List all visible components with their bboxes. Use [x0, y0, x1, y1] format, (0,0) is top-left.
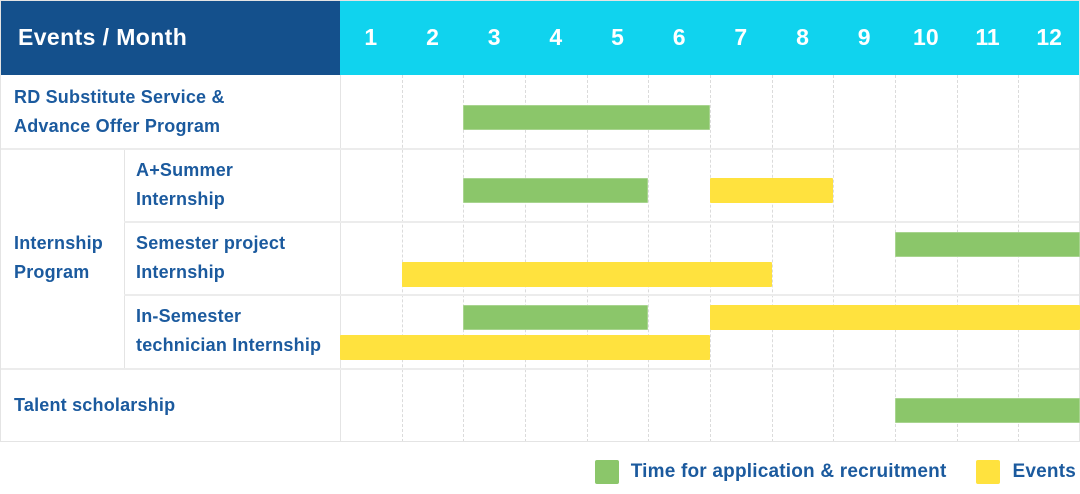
grid-vline-month-10 — [956, 75, 958, 442]
row-label-line: technician Internship — [136, 335, 322, 355]
group-label-line: Program — [14, 262, 90, 282]
legend-item-green: Time for application & recruitment — [594, 460, 947, 484]
month-header-12: 12 — [1036, 24, 1062, 50]
row-label-semester-project-internship: Semester project Internship — [124, 221, 340, 294]
month-header-3: 3 — [487, 24, 501, 50]
grid-vline-month-2 — [463, 75, 465, 442]
row-label-rd-substitute-service: RD Substitute Service & Advance Offer Pro… — [0, 75, 340, 148]
row-divider-2 — [124, 221, 1080, 223]
grid-vline-month-8 — [833, 75, 835, 442]
month-header-11: 11 — [975, 24, 1000, 50]
gantt-bar-green-semester-project-internship — [895, 232, 1080, 257]
month-header-1: 1 — [364, 24, 378, 50]
month-header-6: 6 — [672, 24, 686, 50]
grid-vline-month-3 — [525, 75, 526, 442]
yellow-legend-swatch — [976, 460, 1001, 484]
row-label-line: A+Summer — [136, 159, 234, 180]
events-month-label: Events / Month — [18, 24, 188, 50]
table-header-title: Events / Month — [0, 0, 340, 75]
grid-vline-month-4 — [586, 75, 588, 442]
row-label-line: In-Semester — [136, 306, 242, 326]
month-header-2: 2 — [426, 24, 439, 50]
legend-label-yellow: Events — [1012, 461, 1076, 482]
grid-vline-month-11 — [1018, 75, 1020, 442]
legend: Time for application & recruitment Events — [594, 456, 1076, 488]
row-label-line: Advance Offer Program — [14, 115, 221, 136]
sub-column-divider — [124, 148, 125, 368]
gantt-bar-green-a-plus-summer-internship — [463, 178, 649, 203]
row-divider-4 — [0, 368, 1080, 370]
grid-vline-month-5 — [648, 75, 650, 442]
group-label-internship-program: Internship Program — [0, 148, 124, 368]
month-header-9: 9 — [857, 24, 871, 50]
row-label-a-plus-summer-internship: A+Summer Internship — [124, 148, 340, 221]
green-legend-swatch — [594, 460, 619, 484]
row-divider-1 — [0, 148, 1080, 150]
gantt-bar-green-talent-scholarship — [895, 398, 1080, 423]
row-divider-3 — [124, 294, 1080, 296]
grid-vline-month-1 — [401, 75, 403, 442]
gantt-bar-yellow-a-plus-summer-internship — [710, 178, 834, 203]
row-label-talent-scholarship: Talent scholarship — [0, 368, 340, 442]
grid-vline-month-7 — [771, 75, 773, 442]
row-label-line: Internship — [136, 188, 226, 209]
gantt-bar-yellow-in-semester-technician-internship — [340, 335, 710, 360]
month-header-8: 8 — [796, 24, 809, 50]
label-column-divider — [340, 75, 341, 442]
row-label-line: Semester project — [136, 232, 286, 253]
row-label-line: Internship — [136, 261, 226, 282]
month-header-10: 10 — [913, 24, 939, 50]
month-header-row: 1 2 3 4 5 6 7 8 9 10 11 12 — [340, 0, 1080, 75]
row-label-line: Talent scholarship — [14, 394, 176, 415]
month-header-7: 7 — [734, 24, 748, 50]
gantt-bar-yellow-semester-project-internship — [401, 262, 772, 287]
month-header-5: 5 — [611, 24, 624, 50]
gantt-bar-green-rd-substitute-service — [463, 105, 710, 130]
grid-vline-month-9 — [895, 75, 896, 442]
group-label-line: Internship — [14, 233, 104, 253]
row-label-line: RD Substitute Service & — [14, 86, 225, 107]
gantt-bar-yellow-in-semester-technician-internship — [710, 305, 1080, 330]
legend-item-yellow: Events — [976, 460, 1076, 484]
month-header-4: 4 — [549, 24, 563, 50]
grid-vline-month-6 — [710, 75, 711, 442]
row-label-in-semester-technician-internship: In-Semester technician Internship — [124, 294, 340, 368]
legend-label-green: Time for application & recruitment — [630, 461, 947, 482]
gantt-bar-green-in-semester-technician-internship — [463, 305, 649, 330]
